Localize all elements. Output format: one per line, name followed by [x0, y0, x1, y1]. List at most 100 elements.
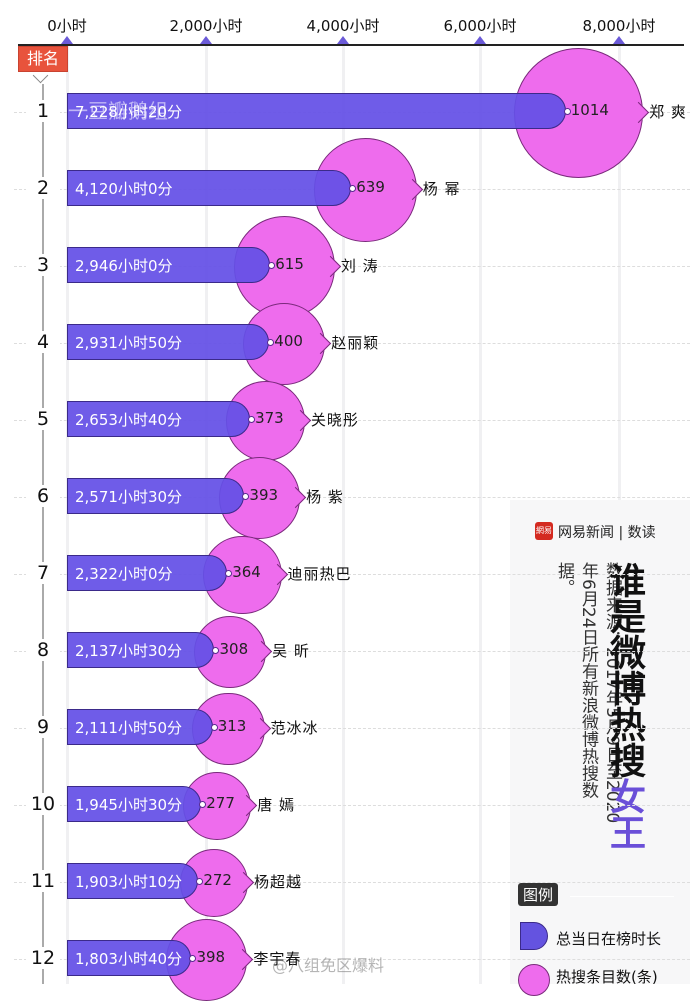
person-name: 范冰冰	[270, 719, 319, 737]
count-label: 615	[275, 255, 304, 273]
duration-label: 7,228小时20分	[75, 103, 183, 121]
duration-bar	[67, 555, 228, 591]
duration-bar	[67, 170, 352, 206]
tick-marker-icon	[613, 36, 625, 44]
watermark-bottom: @八组免区爆料	[272, 956, 385, 975]
legend-bubble-label: 热搜条目数(条)	[556, 968, 658, 986]
x-tick-label: 8,000小时	[582, 17, 656, 35]
chart-row: 5 2,653小时40分 373 关晓彤	[0, 381, 700, 461]
duration-bar	[67, 93, 566, 129]
row-guide	[14, 728, 690, 729]
row-guide	[14, 343, 690, 344]
chart-row: 1 7,228小时20分 1014 郑 爽	[0, 48, 700, 178]
person-name: 杨 紫	[306, 488, 344, 506]
rank-number: 10	[26, 793, 60, 815]
legend-divider	[570, 896, 674, 897]
rank-number: 8	[26, 639, 60, 661]
bar-end-dot	[196, 878, 204, 885]
chart-title: 谁是微博热搜女王	[604, 562, 645, 850]
duration-label: 1,803小时40分	[75, 950, 183, 968]
duration-bar	[67, 940, 192, 976]
legend-bar-label: 总当日在榜时长	[556, 930, 662, 948]
bar-end-dot	[349, 185, 357, 192]
tick-marker-icon	[474, 36, 486, 44]
duration-label: 1,903小时10分	[75, 873, 183, 891]
duration-label: 2,111小时50分	[75, 719, 183, 737]
person-name: 唐 嫣	[257, 796, 295, 814]
bar-end-dot	[210, 724, 218, 731]
gridline-6000	[479, 46, 482, 984]
duration-bar	[67, 632, 215, 668]
rank-number: 3	[26, 254, 60, 276]
rank-number: 12	[26, 947, 60, 969]
x-tick-label: 4,000小时	[306, 17, 380, 35]
chart-row: 9 2,111小时50分 313 范冰冰	[0, 692, 700, 766]
netease-logo-icon: 網易	[535, 522, 553, 540]
bar-end-dot	[268, 262, 276, 269]
count-label: 313	[217, 717, 247, 735]
count-label: 373	[255, 409, 284, 427]
count-label: 400	[274, 332, 303, 350]
bar-end-dot	[267, 339, 275, 346]
duration-bar	[67, 709, 213, 745]
chart-row: 12 1,803小时40分 398 李宇春	[0, 919, 700, 1001]
watermark: 一豆瓣鹅组	[68, 99, 168, 123]
gridline-0	[66, 46, 69, 984]
bar-end-dot	[248, 416, 256, 423]
person-name: 吴 昕	[272, 642, 310, 660]
bar-end-dot	[242, 493, 250, 500]
rank-number: 5	[26, 408, 60, 430]
duration-label: 4,120小时0分	[75, 180, 173, 198]
duration-label: 2,653小时40分	[75, 411, 183, 429]
chart-row: 3 2,946小时0分 615 刘 涛	[0, 216, 700, 318]
duration-bar	[67, 324, 270, 360]
duration-label: 2,931小时50分	[75, 334, 183, 352]
rank-number: 4	[26, 331, 60, 353]
brand-section: 数读	[627, 525, 656, 541]
rank-number: 2	[26, 177, 60, 199]
person-name: 刘 涛	[340, 257, 379, 275]
row-guide	[14, 574, 690, 575]
title-main: 谁是微博热搜	[604, 562, 645, 778]
legend-bar-swatch-icon	[520, 922, 548, 950]
tick-marker-icon	[200, 36, 212, 44]
count-label: 364	[232, 563, 261, 581]
chart-row: 8 2,137小时30分 308 吴 昕	[0, 615, 700, 689]
duration-label: 2,322小时0分	[75, 565, 173, 583]
rank-number: 7	[26, 562, 60, 584]
duration-bar	[67, 863, 199, 899]
row-guide	[14, 805, 690, 806]
chart-row: 7 2,322小时0分 364 迪丽热巴	[0, 535, 700, 615]
chart-row: 10 1,945小时30分 277 唐 嫣	[0, 771, 700, 841]
x-tick-label: 2,000小时	[169, 17, 243, 35]
rank-axis-line	[42, 84, 44, 984]
gridline-2000	[205, 46, 208, 984]
gridline-4000	[342, 46, 345, 984]
row-guide	[14, 497, 690, 498]
duration-bar	[67, 478, 245, 514]
person-name: 郑 爽	[649, 103, 687, 121]
rank-number: 9	[26, 716, 60, 738]
legend-bubble-swatch-icon	[518, 964, 550, 996]
person-name: 赵丽颖	[331, 334, 380, 352]
bar-end-dot	[563, 108, 571, 115]
count-label: 272	[203, 871, 232, 889]
chart-row: 4 2,931小时50分 400 赵丽颖	[0, 303, 700, 385]
rank-number: 11	[26, 870, 60, 892]
duration-label: 1,945小时30分	[75, 796, 183, 814]
x-tick-label: 6,000小时	[443, 17, 517, 35]
rank-header-badge: 排名	[18, 46, 68, 72]
person-name: 杨 幂	[422, 180, 461, 198]
bar-end-dot	[199, 801, 207, 808]
duration-bar	[67, 786, 202, 822]
duration-label: 2,571小时30分	[75, 488, 183, 506]
duration-bar	[67, 247, 271, 283]
rank-number: 6	[26, 485, 60, 507]
x-tick-label: 0小时	[47, 17, 87, 35]
tick-marker-icon	[337, 36, 349, 44]
legend-title: 图例	[518, 883, 559, 906]
x-axis-line	[18, 44, 684, 46]
count-label: 393	[249, 486, 279, 504]
tick-marker-icon	[61, 36, 73, 44]
brand-name: 网易新闻 | 数读	[558, 525, 656, 541]
